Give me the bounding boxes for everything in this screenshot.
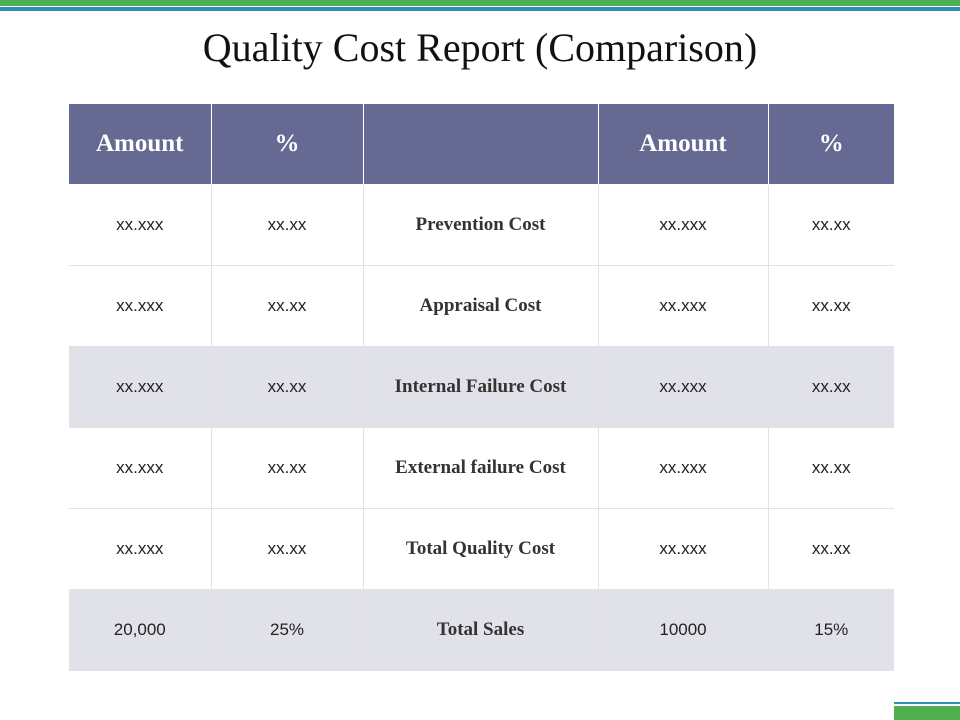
table-row-total-sales: 20,000 25% Total Sales 10000 15% [69, 589, 894, 671]
row-label: Internal Failure Cost [363, 346, 599, 428]
row-label: Total Sales [363, 589, 599, 671]
table-row: xx.xxx xx.xx Total Quality Cost xx.xxx x… [69, 508, 894, 590]
row-label: Appraisal Cost [363, 265, 599, 347]
header-left-percent: % [211, 104, 364, 185]
left-percent-cell: 25% [211, 589, 364, 671]
right-amount-cell: xx.xxx [598, 508, 769, 590]
left-percent-cell: xx.xx [211, 184, 364, 266]
right-amount-cell: xx.xxx [598, 184, 769, 266]
table-row: xx.xxx xx.xx Prevention Cost xx.xxx xx.x… [69, 184, 894, 266]
left-percent-cell: xx.xx [211, 346, 364, 428]
table-header-row: Amount % Amount % [69, 104, 894, 185]
left-percent-cell: xx.xx [211, 508, 364, 590]
right-percent-cell: xx.xx [768, 265, 894, 347]
bottom-accent-bar-blue [894, 702, 960, 704]
right-amount-cell: 10000 [598, 589, 769, 671]
header-label [363, 104, 599, 185]
bottom-accent-bar-green [894, 706, 960, 720]
right-percent-cell: xx.xx [768, 427, 894, 509]
left-percent-cell: xx.xx [211, 265, 364, 347]
right-amount-cell: xx.xxx [598, 265, 769, 347]
quality-cost-table: Amount % Amount % xx.xxx xx.xx Preventio… [69, 104, 894, 671]
left-amount-cell: xx.xxx [69, 265, 212, 347]
top-accent-bar-green [0, 0, 960, 6]
row-label: Total Quality Cost [363, 508, 599, 590]
left-percent-cell: xx.xx [211, 427, 364, 509]
right-percent-cell: xx.xx [768, 346, 894, 428]
row-label: Prevention Cost [363, 184, 599, 266]
header-left-amount: Amount [69, 104, 212, 185]
left-amount-cell: xx.xxx [69, 184, 212, 266]
table-row: xx.xxx xx.xx Appraisal Cost xx.xxx xx.xx [69, 265, 894, 347]
table-row: xx.xxx xx.xx Internal Failure Cost xx.xx… [69, 346, 894, 428]
right-percent-cell: 15% [768, 589, 894, 671]
left-amount-cell: xx.xxx [69, 346, 212, 428]
header-right-percent: % [768, 104, 894, 185]
left-amount-cell: xx.xxx [69, 508, 212, 590]
table-row: xx.xxx xx.xx External failure Cost xx.xx… [69, 427, 894, 509]
header-right-amount: Amount [598, 104, 769, 185]
right-amount-cell: xx.xxx [598, 346, 769, 428]
left-amount-cell: xx.xxx [69, 427, 212, 509]
left-amount-cell: 20,000 [69, 589, 212, 671]
row-label: External failure Cost [363, 427, 599, 509]
top-accent-bar-blue [0, 7, 960, 11]
right-percent-cell: xx.xx [768, 508, 894, 590]
page-title: Quality Cost Report (Comparison) [202, 25, 758, 70]
right-percent-cell: xx.xx [768, 184, 894, 266]
right-amount-cell: xx.xxx [598, 427, 769, 509]
